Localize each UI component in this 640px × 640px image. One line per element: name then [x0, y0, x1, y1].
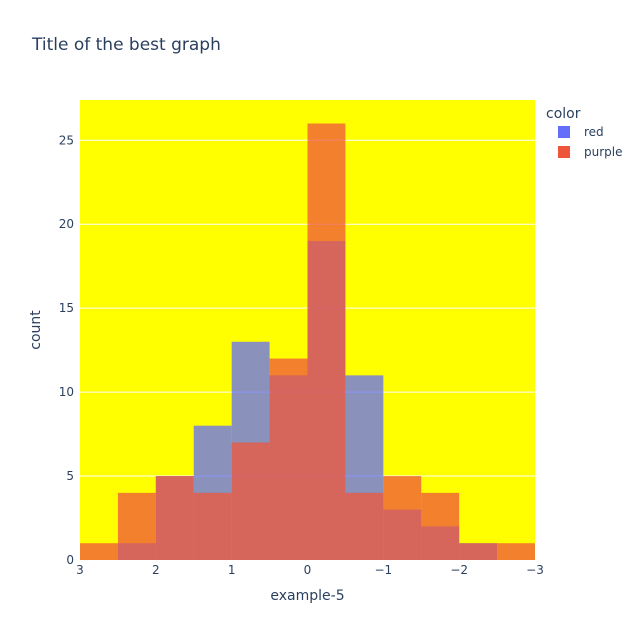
bar-purple[interactable] [155, 476, 194, 560]
x-tick-label: 2 [152, 563, 160, 577]
bar-purple[interactable] [307, 123, 346, 560]
legend-swatch-purple[interactable] [558, 146, 570, 158]
x-tick-label: −2 [450, 563, 468, 577]
bar-purple[interactable] [269, 358, 308, 560]
bar-purple[interactable] [497, 543, 535, 560]
bar-purple[interactable] [345, 492, 384, 560]
y-tick-label: 25 [59, 133, 74, 147]
chart-title: Title of the best graph [31, 35, 221, 55]
bar-purple[interactable] [231, 442, 270, 560]
y-tick-label: 15 [59, 301, 74, 315]
y-tick-label: 20 [59, 217, 74, 231]
bars [80, 123, 535, 560]
legend-label-purple[interactable]: purple [584, 145, 623, 159]
y-tick-label: 0 [66, 553, 74, 567]
legend[interactable]: color red purple [546, 106, 623, 159]
y-axis-ticks: 0 5 10 15 20 25 [59, 133, 74, 567]
x-tick-label: 3 [76, 563, 84, 577]
x-axis-ticks: 3 2 1 0 −1 −2 −3 [76, 563, 544, 577]
bar-purple[interactable] [421, 492, 460, 560]
bar-purple[interactable] [80, 543, 118, 560]
x-tick-label: −1 [374, 563, 392, 577]
x-tick-label: 1 [228, 563, 236, 577]
y-axis-label: count [28, 310, 44, 350]
x-axis-label: example-5 [270, 588, 344, 604]
bar-purple[interactable] [193, 492, 232, 560]
legend-swatch-red[interactable] [558, 126, 570, 138]
y-tick-label: 10 [59, 385, 74, 399]
y-tick-label: 5 [66, 469, 74, 483]
legend-title: color [546, 106, 581, 122]
bar-purple[interactable] [459, 543, 498, 560]
legend-label-red[interactable]: red [584, 125, 604, 139]
x-tick-label: 0 [304, 563, 312, 577]
x-tick-label: −3 [526, 563, 544, 577]
bar-purple[interactable] [383, 476, 422, 560]
bar-purple[interactable] [117, 492, 156, 560]
